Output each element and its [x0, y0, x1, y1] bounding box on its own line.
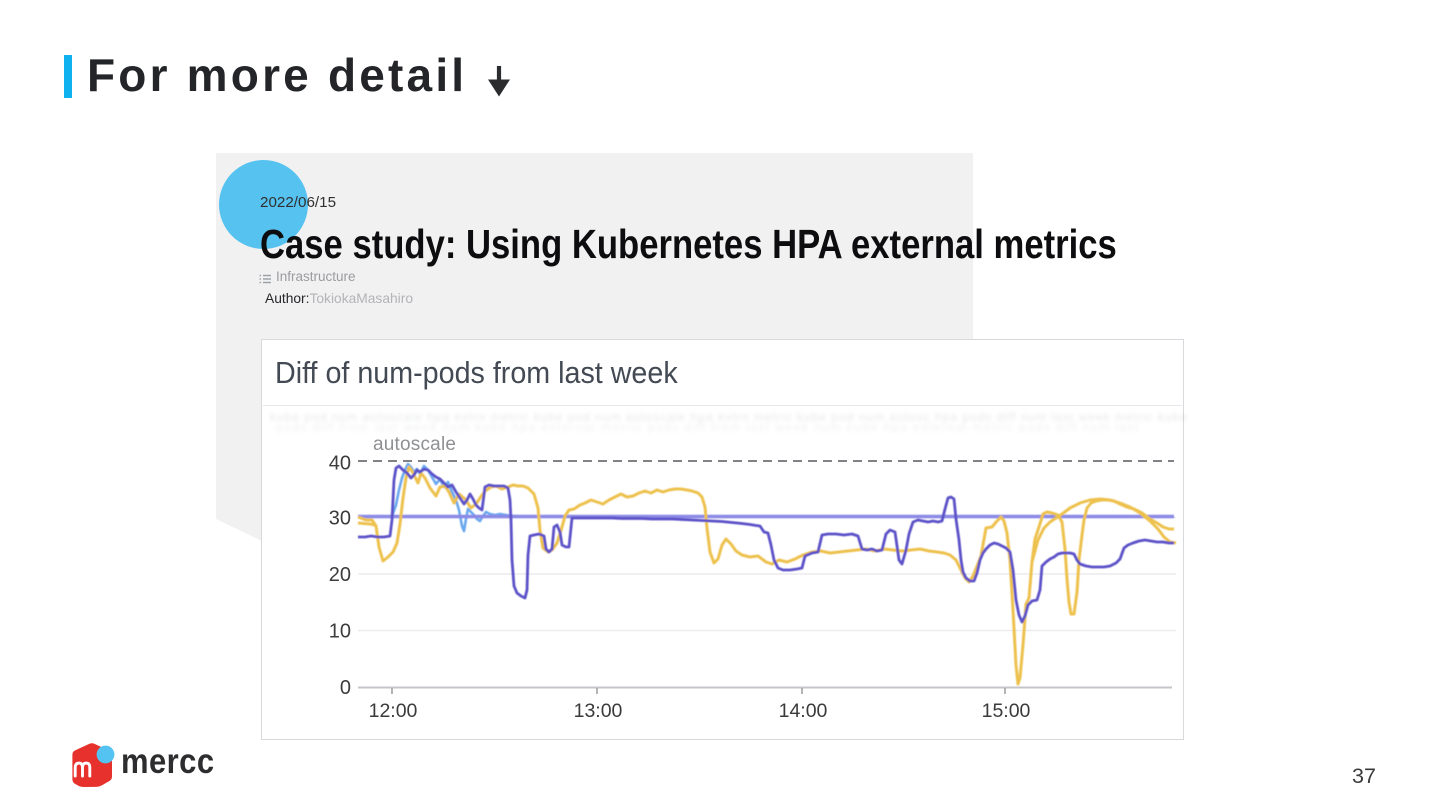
- svg-text:14:00: 14:00: [779, 700, 828, 722]
- svg-text:30: 30: [329, 508, 351, 530]
- svg-text:15:00: 15:00: [982, 700, 1031, 722]
- svg-text:10: 10: [329, 621, 351, 643]
- svg-text:13:00: 13:00: [574, 700, 623, 722]
- svg-text:12:00: 12:00: [369, 700, 418, 722]
- svg-text:40: 40: [329, 453, 351, 475]
- svg-text:0: 0: [340, 677, 351, 699]
- svg-text:20: 20: [329, 564, 351, 586]
- svg-text:autoscale: autoscale: [373, 434, 456, 455]
